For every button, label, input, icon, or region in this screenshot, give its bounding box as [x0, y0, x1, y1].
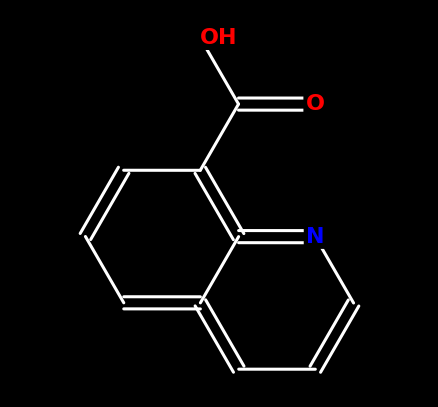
- Text: OH: OH: [200, 28, 237, 48]
- Text: N: N: [305, 227, 324, 247]
- Text: O: O: [305, 94, 324, 114]
